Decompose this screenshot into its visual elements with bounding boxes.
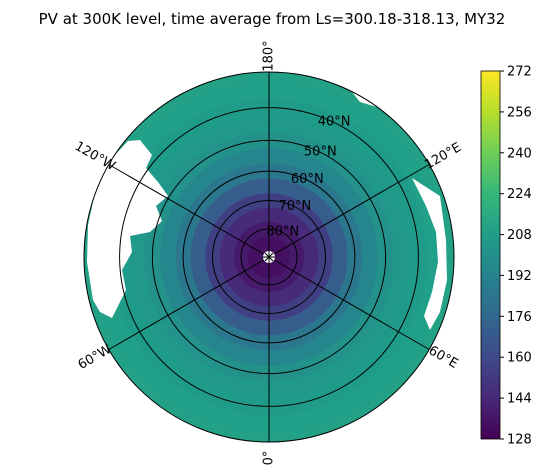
colorbar-tick-label: 160 (507, 351, 532, 366)
colorbar-tick-label: 240 (507, 146, 532, 161)
latitude-label: 60°N (291, 172, 324, 187)
latitude-label: 70°N (279, 199, 312, 214)
latitude-label: 80°N (266, 225, 299, 240)
longitude-line (108, 256, 270, 350)
colorbar-tick-label: 224 (507, 187, 532, 202)
longitude-label: 120°W (72, 139, 118, 174)
longitude-line (268, 164, 430, 258)
longitude-line (268, 256, 430, 350)
colorbar-tick-label: 192 (507, 269, 532, 284)
colorbar-tick-label: 176 (507, 310, 532, 325)
colorbar: 272 256 240 224 208 192 176 160 144 128 (480, 65, 532, 448)
colorbar-tick-label: 256 (507, 105, 532, 120)
longitude-label: 0° (262, 451, 277, 466)
latitude-label: 50°N (304, 144, 337, 159)
longitude-line (108, 164, 270, 258)
colorbar-ticks: 272 256 240 224 208 192 176 160 144 128 (500, 65, 532, 448)
longitude-label: 60°W (76, 342, 115, 373)
colorbar-tick-label: 208 (507, 228, 532, 243)
colorbar-tick-label: 272 (507, 65, 532, 80)
latitude-label: 40°N (318, 115, 351, 130)
latitude-labels: 40°N 50°N 60°N 70°N 80°N (266, 115, 350, 240)
missing-data-region (412, 178, 447, 330)
longitude-label: 60°E (426, 343, 461, 372)
longitude-label: 120°E (422, 140, 464, 173)
polar-map: 0° 60°E 120°E 180° 120°W 60°W 40°N 50°N 60°N 70°… (72, 40, 464, 465)
longitude-label: 180° (262, 40, 277, 71)
missing-data-region (87, 140, 168, 318)
colorbar-tick-label: 128 (507, 433, 532, 448)
chart-title: PV at 300K level, time average from Ls=3… (39, 10, 506, 28)
graticule (108, 72, 430, 442)
colorbar-gradient (480, 70, 501, 440)
pole-marker (263, 251, 275, 263)
colorbar-tick-label: 144 (507, 392, 532, 407)
map-boundary (83, 71, 455, 443)
